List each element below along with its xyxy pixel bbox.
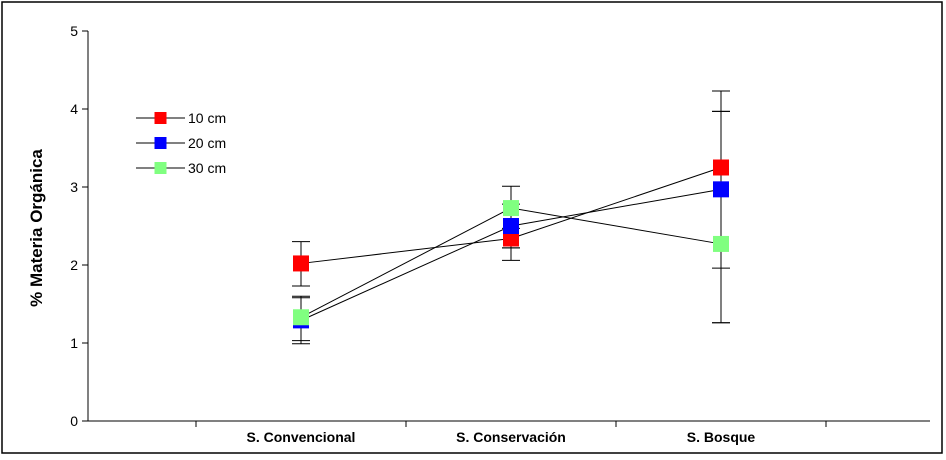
y-tick-label: 5 <box>70 23 78 39</box>
data-point <box>503 230 519 247</box>
legend-label: 30 cm <box>188 160 226 176</box>
data-point <box>293 309 309 326</box>
data-point <box>293 255 309 272</box>
x-tick-label: S. Convencional <box>247 429 356 445</box>
legend-marker <box>154 162 167 174</box>
x-tick-label: S. Bosque <box>687 429 756 445</box>
data-point <box>503 218 519 234</box>
legend-marker <box>154 112 167 124</box>
y-tick-label: 3 <box>70 179 78 195</box>
legend-label: 10 cm <box>188 110 226 126</box>
y-tick-label: 0 <box>70 413 78 429</box>
markers <box>293 159 729 329</box>
legend-label: 20 cm <box>188 135 226 151</box>
y-tick-label: 4 <box>70 101 78 117</box>
legend-marker <box>154 137 167 149</box>
y-tick-label: 1 <box>70 335 78 351</box>
data-point <box>713 159 729 176</box>
x-tick-label: S. Conservación <box>456 429 566 445</box>
data-point <box>503 200 519 217</box>
axes: 0 1 2 3 4 5 S. Convencional S. Conservación S. B… <box>70 23 930 445</box>
y-axis-label: % Materia Orgánica <box>27 149 46 307</box>
legend: 10 cm 20 cm 30 cm <box>136 110 226 176</box>
data-point <box>713 181 729 198</box>
y-tick-label: 2 <box>70 257 78 273</box>
data-point <box>713 235 729 252</box>
